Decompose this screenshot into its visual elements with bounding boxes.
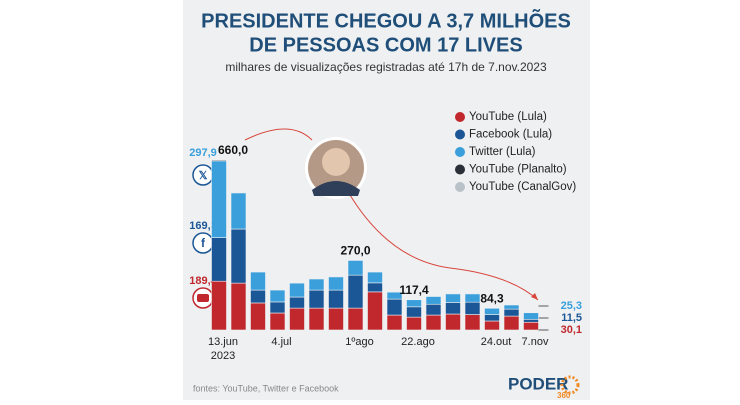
legend-swatch bbox=[455, 164, 465, 175]
bar-segment bbox=[347, 307, 364, 331]
twitter-icon-glyph: 𝕏 bbox=[199, 170, 208, 182]
bar-segment bbox=[367, 271, 383, 284]
legend-swatch bbox=[455, 147, 465, 157]
bar-segment bbox=[230, 282, 247, 331]
bar-segment bbox=[406, 306, 422, 318]
bar-segment bbox=[269, 289, 286, 303]
x-tick-label: 4.jul bbox=[271, 336, 291, 348]
bar-segment bbox=[308, 307, 325, 331]
bar-segment bbox=[484, 307, 500, 315]
total-label: 117,4 bbox=[399, 283, 429, 297]
bar-segment bbox=[328, 307, 344, 331]
chart-subtitle: milhares de visualizações registradas at… bbox=[225, 60, 547, 74]
bar-segment bbox=[211, 160, 227, 238]
facebook-icon-glyph: f bbox=[201, 236, 206, 250]
bar-segment bbox=[425, 314, 442, 331]
photo-suit bbox=[312, 181, 360, 196]
bar-segment bbox=[211, 237, 227, 282]
segment-label: 297,9 bbox=[189, 147, 217, 159]
bar-segment bbox=[308, 278, 325, 291]
photo-face bbox=[322, 148, 350, 176]
bar-segment bbox=[289, 282, 305, 298]
legend-label: Twitter (Lula) bbox=[469, 146, 536, 158]
bar-segment bbox=[484, 314, 500, 322]
bar-segment bbox=[250, 302, 266, 331]
total-label: 84,3 bbox=[480, 291, 504, 305]
arrow bbox=[349, 194, 539, 301]
legend-swatch bbox=[455, 129, 465, 140]
bar-segment bbox=[250, 289, 266, 304]
bar-segment bbox=[425, 303, 442, 316]
segment-label: 189,4 bbox=[189, 275, 217, 287]
bar-segment bbox=[445, 293, 461, 303]
x-tick-label: 24.out bbox=[481, 336, 512, 348]
bar-segment bbox=[464, 301, 481, 315]
legend-label: YouTube (Lula) bbox=[469, 111, 547, 123]
bar-segment bbox=[289, 307, 305, 331]
bar-segment bbox=[445, 302, 461, 315]
bar-segment bbox=[328, 289, 344, 309]
bar-segment bbox=[386, 291, 403, 300]
chart-title: PRESIDENTE CHEGOU A 3,7 MILHÕES bbox=[201, 8, 571, 32]
bar-segment bbox=[503, 308, 520, 317]
bar-segment bbox=[523, 312, 539, 320]
brand: PODER bbox=[508, 374, 568, 393]
bar-segment bbox=[230, 192, 247, 230]
source: fontes: YouTube, Twitter e Facebook bbox=[193, 383, 339, 393]
youtube-icon-glyph bbox=[197, 294, 209, 302]
bar-segment bbox=[484, 320, 500, 331]
arrow bbox=[244, 128, 313, 141]
bar-segment bbox=[269, 312, 286, 331]
bar-segment bbox=[386, 298, 403, 316]
bar-segment bbox=[367, 282, 383, 293]
bar-segment bbox=[230, 228, 247, 284]
x-tick-label: 7.nov bbox=[522, 336, 549, 348]
bar-segment bbox=[250, 271, 266, 291]
total-label: 660,0 bbox=[218, 143, 248, 157]
bar-segment bbox=[211, 280, 227, 331]
bar-segment bbox=[386, 314, 403, 331]
legend-swatch bbox=[455, 112, 465, 122]
legend-label: YouTube (CanalGov) bbox=[469, 181, 576, 193]
bar-segment bbox=[425, 296, 442, 305]
x-tick-label: 22.ago bbox=[401, 336, 435, 348]
bar-segment bbox=[445, 313, 461, 331]
bar-segment bbox=[523, 318, 539, 323]
segment-label: 169,3 bbox=[189, 220, 217, 232]
bar-segment bbox=[464, 314, 481, 331]
arrow-head bbox=[531, 293, 538, 300]
legend-swatch bbox=[455, 182, 465, 192]
x-tick-year: 2023 bbox=[211, 350, 235, 362]
brand-logo bbox=[560, 375, 580, 395]
x-tick-label: 1ºago bbox=[345, 336, 374, 348]
x-tick-label: 13.jun bbox=[208, 336, 238, 348]
bar-segment bbox=[406, 316, 422, 331]
bar-segment bbox=[347, 274, 364, 309]
bar-segment bbox=[523, 321, 539, 331]
bar-segment bbox=[269, 301, 286, 314]
brand-sub: 360 bbox=[557, 391, 571, 400]
segment-label: 11,5 bbox=[561, 312, 582, 324]
bar-segment bbox=[289, 296, 305, 309]
bar-segment bbox=[328, 276, 344, 291]
bar-segment bbox=[503, 304, 520, 310]
legend-label: Facebook (Lula) bbox=[469, 129, 552, 141]
bar-segment bbox=[211, 159, 227, 162]
bar-segment bbox=[308, 289, 325, 309]
segment-label: 30,1 bbox=[561, 324, 582, 336]
bar-segment bbox=[503, 315, 520, 331]
bar-segment bbox=[406, 299, 422, 308]
bar-segment bbox=[347, 260, 364, 276]
segment-label: 25,3 bbox=[561, 300, 582, 312]
bar-segment bbox=[464, 293, 481, 303]
chart-title-line2: DE PESSOAS COM 17 LIVES bbox=[249, 34, 522, 56]
legend-label: YouTube (Planalto) bbox=[469, 164, 567, 176]
card bbox=[183, 0, 590, 400]
total-label: 270,0 bbox=[340, 244, 370, 258]
bar-segment bbox=[367, 291, 383, 331]
